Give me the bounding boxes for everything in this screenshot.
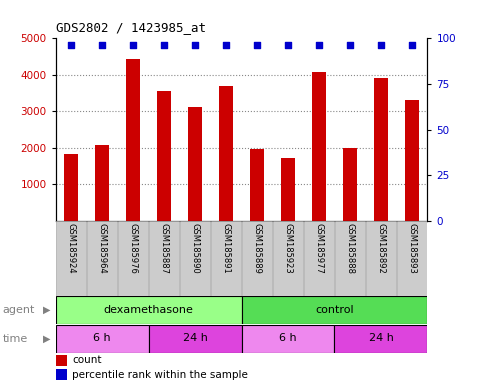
- Text: GSM185889: GSM185889: [253, 223, 261, 274]
- Text: GDS2802 / 1423985_at: GDS2802 / 1423985_at: [56, 22, 206, 35]
- FancyBboxPatch shape: [149, 221, 179, 296]
- Point: [377, 42, 385, 48]
- Bar: [157, 91, 171, 221]
- Text: dexamethasone: dexamethasone: [103, 305, 194, 314]
- Text: percentile rank within the sample: percentile rank within the sample: [72, 369, 248, 380]
- Point: [346, 42, 354, 48]
- FancyBboxPatch shape: [273, 221, 303, 296]
- Bar: [343, 148, 357, 221]
- FancyBboxPatch shape: [304, 221, 334, 296]
- Point: [67, 42, 75, 48]
- Text: GSM185964: GSM185964: [98, 223, 107, 274]
- Text: time: time: [2, 334, 28, 344]
- FancyBboxPatch shape: [334, 325, 427, 353]
- FancyBboxPatch shape: [56, 221, 86, 296]
- Bar: [126, 59, 140, 221]
- Text: GSM185891: GSM185891: [222, 223, 230, 274]
- FancyBboxPatch shape: [56, 325, 149, 353]
- Bar: [64, 154, 78, 221]
- FancyBboxPatch shape: [397, 221, 427, 296]
- Text: 24 h: 24 h: [183, 333, 208, 343]
- Text: ▶: ▶: [43, 334, 51, 344]
- Point: [284, 42, 292, 48]
- Text: 6 h: 6 h: [279, 333, 297, 343]
- Text: 6 h: 6 h: [93, 333, 111, 343]
- Point: [408, 42, 416, 48]
- Text: GSM185892: GSM185892: [376, 223, 385, 274]
- Bar: [95, 144, 109, 221]
- Text: count: count: [72, 356, 102, 366]
- Point: [129, 42, 137, 48]
- Bar: [250, 149, 264, 221]
- Point: [160, 42, 168, 48]
- FancyBboxPatch shape: [56, 296, 242, 324]
- Point: [222, 42, 230, 48]
- FancyBboxPatch shape: [118, 221, 148, 296]
- FancyBboxPatch shape: [87, 221, 117, 296]
- Bar: [281, 158, 295, 221]
- Bar: [56, 355, 67, 366]
- Text: agent: agent: [2, 305, 35, 315]
- Text: GSM185887: GSM185887: [159, 223, 169, 274]
- Text: ▶: ▶: [43, 305, 51, 315]
- Bar: [219, 86, 233, 221]
- Point: [253, 42, 261, 48]
- Text: GSM185893: GSM185893: [408, 223, 416, 274]
- FancyBboxPatch shape: [335, 221, 365, 296]
- Point: [191, 42, 199, 48]
- Point: [315, 42, 323, 48]
- Text: GSM185888: GSM185888: [345, 223, 355, 274]
- Bar: [56, 369, 67, 380]
- FancyBboxPatch shape: [211, 221, 241, 296]
- Bar: [312, 72, 326, 221]
- FancyBboxPatch shape: [242, 296, 427, 324]
- Point: [98, 42, 106, 48]
- FancyBboxPatch shape: [242, 325, 334, 353]
- Text: control: control: [315, 305, 354, 314]
- Bar: [374, 78, 388, 221]
- FancyBboxPatch shape: [149, 325, 242, 353]
- FancyBboxPatch shape: [366, 221, 396, 296]
- Text: GSM185890: GSM185890: [190, 223, 199, 274]
- Text: GSM185924: GSM185924: [67, 223, 75, 274]
- FancyBboxPatch shape: [180, 221, 210, 296]
- Text: GSM185923: GSM185923: [284, 223, 293, 274]
- Bar: [405, 101, 419, 221]
- Text: 24 h: 24 h: [369, 333, 394, 343]
- Bar: [188, 107, 202, 221]
- Text: GSM185976: GSM185976: [128, 223, 138, 274]
- FancyBboxPatch shape: [242, 221, 272, 296]
- Text: GSM185977: GSM185977: [314, 223, 324, 274]
